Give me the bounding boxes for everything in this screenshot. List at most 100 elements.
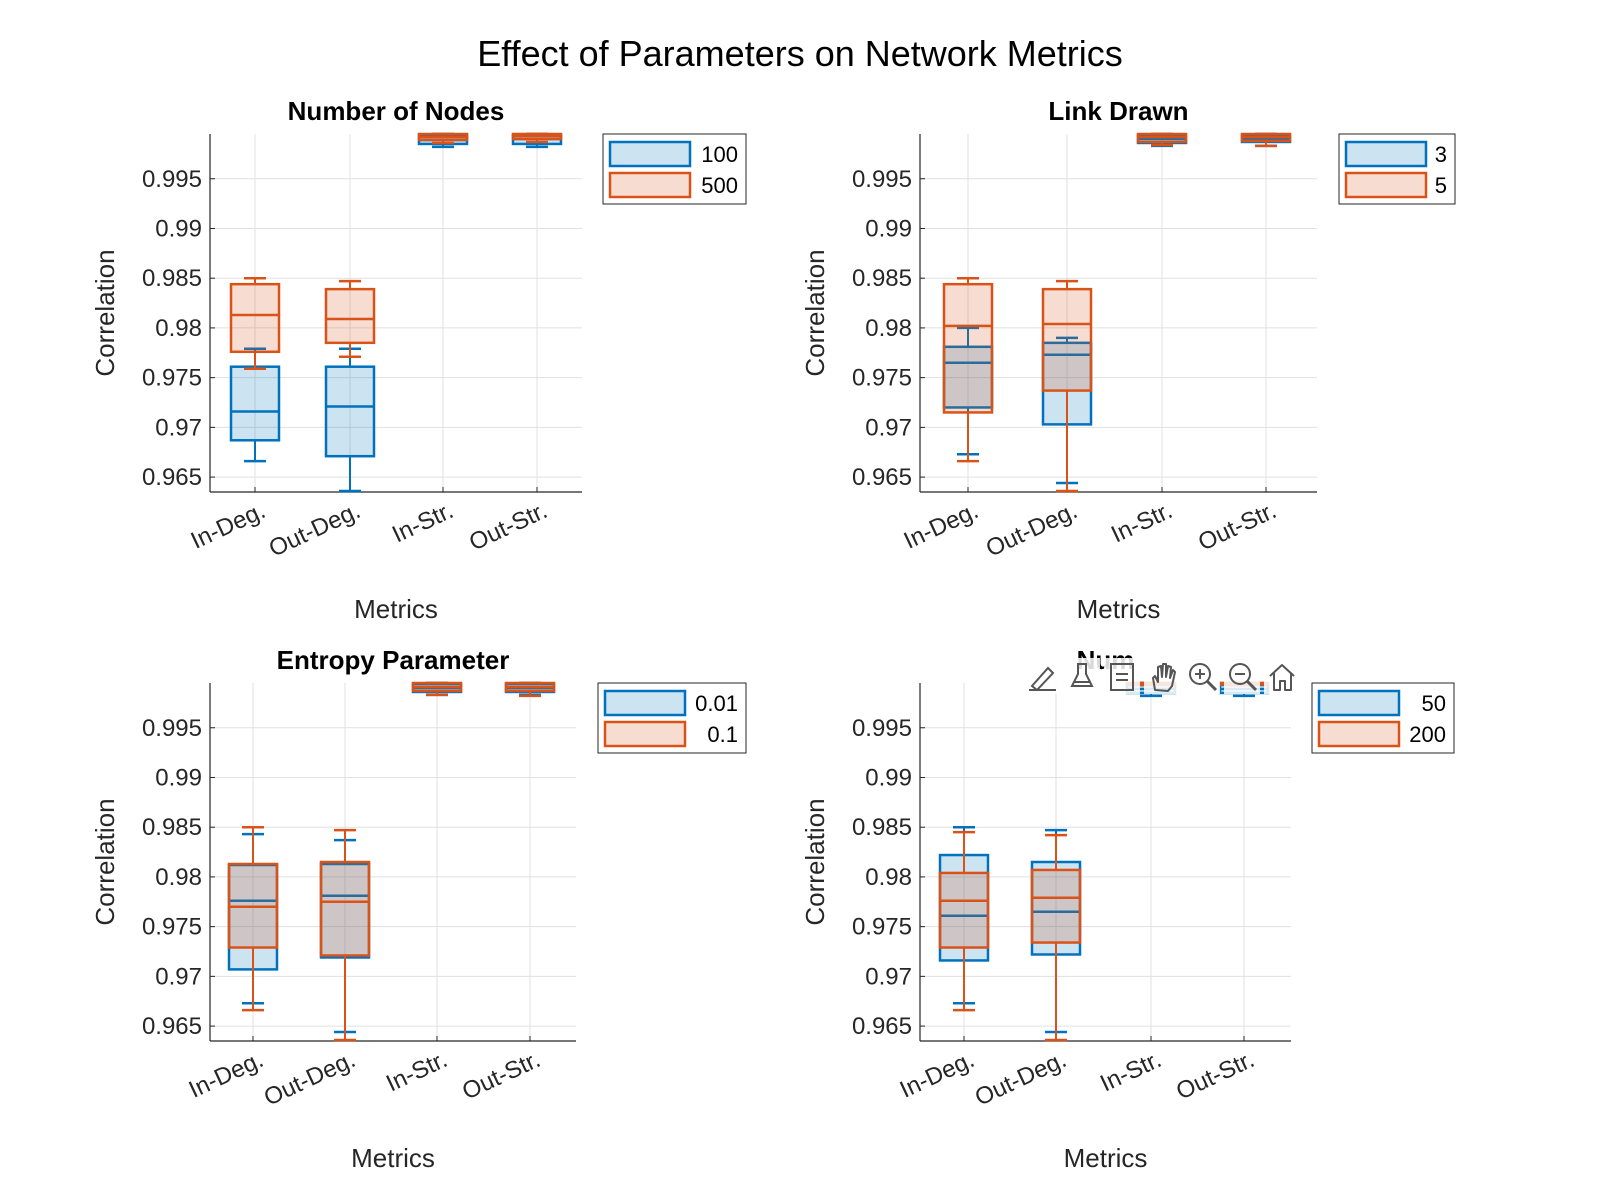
axes-toolbar[interactable] <box>1024 658 1300 694</box>
box-0.1-In-Deg. <box>227 825 279 1012</box>
box-100-Out-Deg. <box>324 347 376 493</box>
y-tick-label: 0.97 <box>865 963 912 990</box>
y-tick-label: 0.985 <box>852 265 912 292</box>
y-tick-label: 0.97 <box>155 963 202 990</box>
legend-swatch <box>603 720 687 748</box>
legend-label: 50 <box>1422 691 1446 716</box>
y-tick-label: 0.99 <box>155 215 202 242</box>
box-500-Out-Str. <box>511 132 563 144</box>
iqr-box <box>229 365 281 442</box>
x-axis-label: Metrics <box>351 1143 435 1173</box>
y-tick-label: 0.98 <box>155 864 202 891</box>
box-500-Out-Deg. <box>324 279 376 359</box>
legend-label: 0.1 <box>707 722 738 747</box>
legend[interactable]: 0.01 0.1 <box>597 682 747 754</box>
box-200-In-Deg. <box>938 830 990 1012</box>
y-axis-label: Correlation <box>800 249 830 376</box>
iqr-box <box>1041 287 1093 392</box>
legend-swatch <box>1344 140 1428 168</box>
figure-title: Effect of Parameters on Network Metrics <box>477 33 1123 74</box>
legend-label: 500 <box>701 173 738 198</box>
zoom-in-icon[interactable] <box>1184 658 1220 694</box>
x-axis-label: Metrics <box>1077 594 1161 624</box>
y-tick-label: 0.99 <box>155 764 202 791</box>
y-tick-label: 0.995 <box>852 166 912 193</box>
y-tick-label: 0.965 <box>142 1013 202 1040</box>
y-tick-label: 0.965 <box>142 464 202 491</box>
legend-label: 5 <box>1435 173 1447 198</box>
y-tick-label: 0.98 <box>865 315 912 342</box>
legend-label: 100 <box>701 142 738 167</box>
box-0.1-In-Str. <box>411 681 463 697</box>
y-tick-label: 0.975 <box>852 365 912 392</box>
legend-toggle-icon[interactable] <box>1104 658 1140 694</box>
legend-frame <box>1338 133 1456 205</box>
iqr-box <box>324 365 376 458</box>
iqr-box <box>319 862 371 959</box>
box-500-In-Deg. <box>229 276 281 370</box>
y-axis-label: Correlation <box>90 249 120 376</box>
y-tick-label: 0.965 <box>852 464 912 491</box>
y-tick-label: 0.975 <box>142 365 202 392</box>
y-tick-label: 0.995 <box>142 166 202 193</box>
box-5-Out-Deg. <box>1041 279 1093 493</box>
restore-view-home-icon[interactable] <box>1264 658 1300 694</box>
legend-frame <box>602 133 747 205</box>
iqr-box <box>1030 868 1082 944</box>
subplot-title: Entropy Parameter <box>277 645 510 675</box>
y-tick-label: 0.97 <box>865 414 912 441</box>
legend[interactable]: 35 <box>1338 133 1456 205</box>
brush-edit-icon[interactable] <box>1024 658 1060 694</box>
subplot-1: 0.9650.970.9750.980.9850.990.995In-Deg.O… <box>90 96 747 624</box>
box-500-In-Str. <box>417 132 469 145</box>
legend-swatch <box>1344 171 1428 199</box>
legend-label: 200 <box>1409 722 1446 747</box>
y-tick-label: 0.99 <box>865 215 912 242</box>
y-tick-label: 0.985 <box>142 265 202 292</box>
y-axis-label: Correlation <box>800 798 830 925</box>
iqr-box <box>229 282 281 354</box>
x-axis-label: Metrics <box>354 594 438 624</box>
x-axis-label: Metrics <box>1064 1143 1148 1173</box>
y-tick-label: 0.98 <box>865 864 912 891</box>
pan-hand-icon[interactable] <box>1144 658 1180 694</box>
legend-swatch <box>1317 689 1401 717</box>
y-tick-label: 0.995 <box>142 715 202 742</box>
y-tick-label: 0.995 <box>852 715 912 742</box>
legend-label: 0.01 <box>695 691 738 716</box>
data-brush-icon[interactable] <box>1064 658 1100 694</box>
box-5-Out-Str. <box>1240 132 1292 148</box>
y-tick-label: 0.985 <box>142 814 202 841</box>
y-tick-label: 0.97 <box>155 414 202 441</box>
iqr-box <box>324 287 376 345</box>
legend-swatch <box>1317 720 1401 748</box>
legend-swatch <box>603 689 687 717</box>
y-tick-label: 0.965 <box>852 1013 912 1040</box>
box-200-Out-Deg. <box>1030 833 1082 1042</box>
iqr-box <box>938 871 990 949</box>
box-0.1-Out-Deg. <box>319 828 371 1042</box>
box-0.1-Out-Str. <box>504 681 556 698</box>
subplot-title: Number of Nodes <box>288 96 505 126</box>
subplot-title: Link Drawn <box>1048 96 1188 126</box>
legend-label: 3 <box>1435 142 1447 167</box>
zoom-out-icon[interactable] <box>1224 658 1260 694</box>
legend-frame <box>1311 682 1455 754</box>
legend-swatch <box>608 171 692 199</box>
y-tick-label: 0.985 <box>852 814 912 841</box>
y-tick-label: 0.99 <box>865 764 912 791</box>
iqr-box <box>319 860 371 957</box>
y-tick-label: 0.975 <box>852 914 912 941</box>
legend-swatch <box>608 140 692 168</box>
y-axis-label: Correlation <box>90 798 120 925</box>
y-tick-label: 0.975 <box>142 914 202 941</box>
y-tick-label: 0.98 <box>155 315 202 342</box>
legend-frame <box>597 682 747 754</box>
box-5-In-Str. <box>1136 132 1188 147</box>
iqr-box <box>942 282 994 414</box>
box-0.01-Out-Deg. <box>319 838 371 1034</box>
